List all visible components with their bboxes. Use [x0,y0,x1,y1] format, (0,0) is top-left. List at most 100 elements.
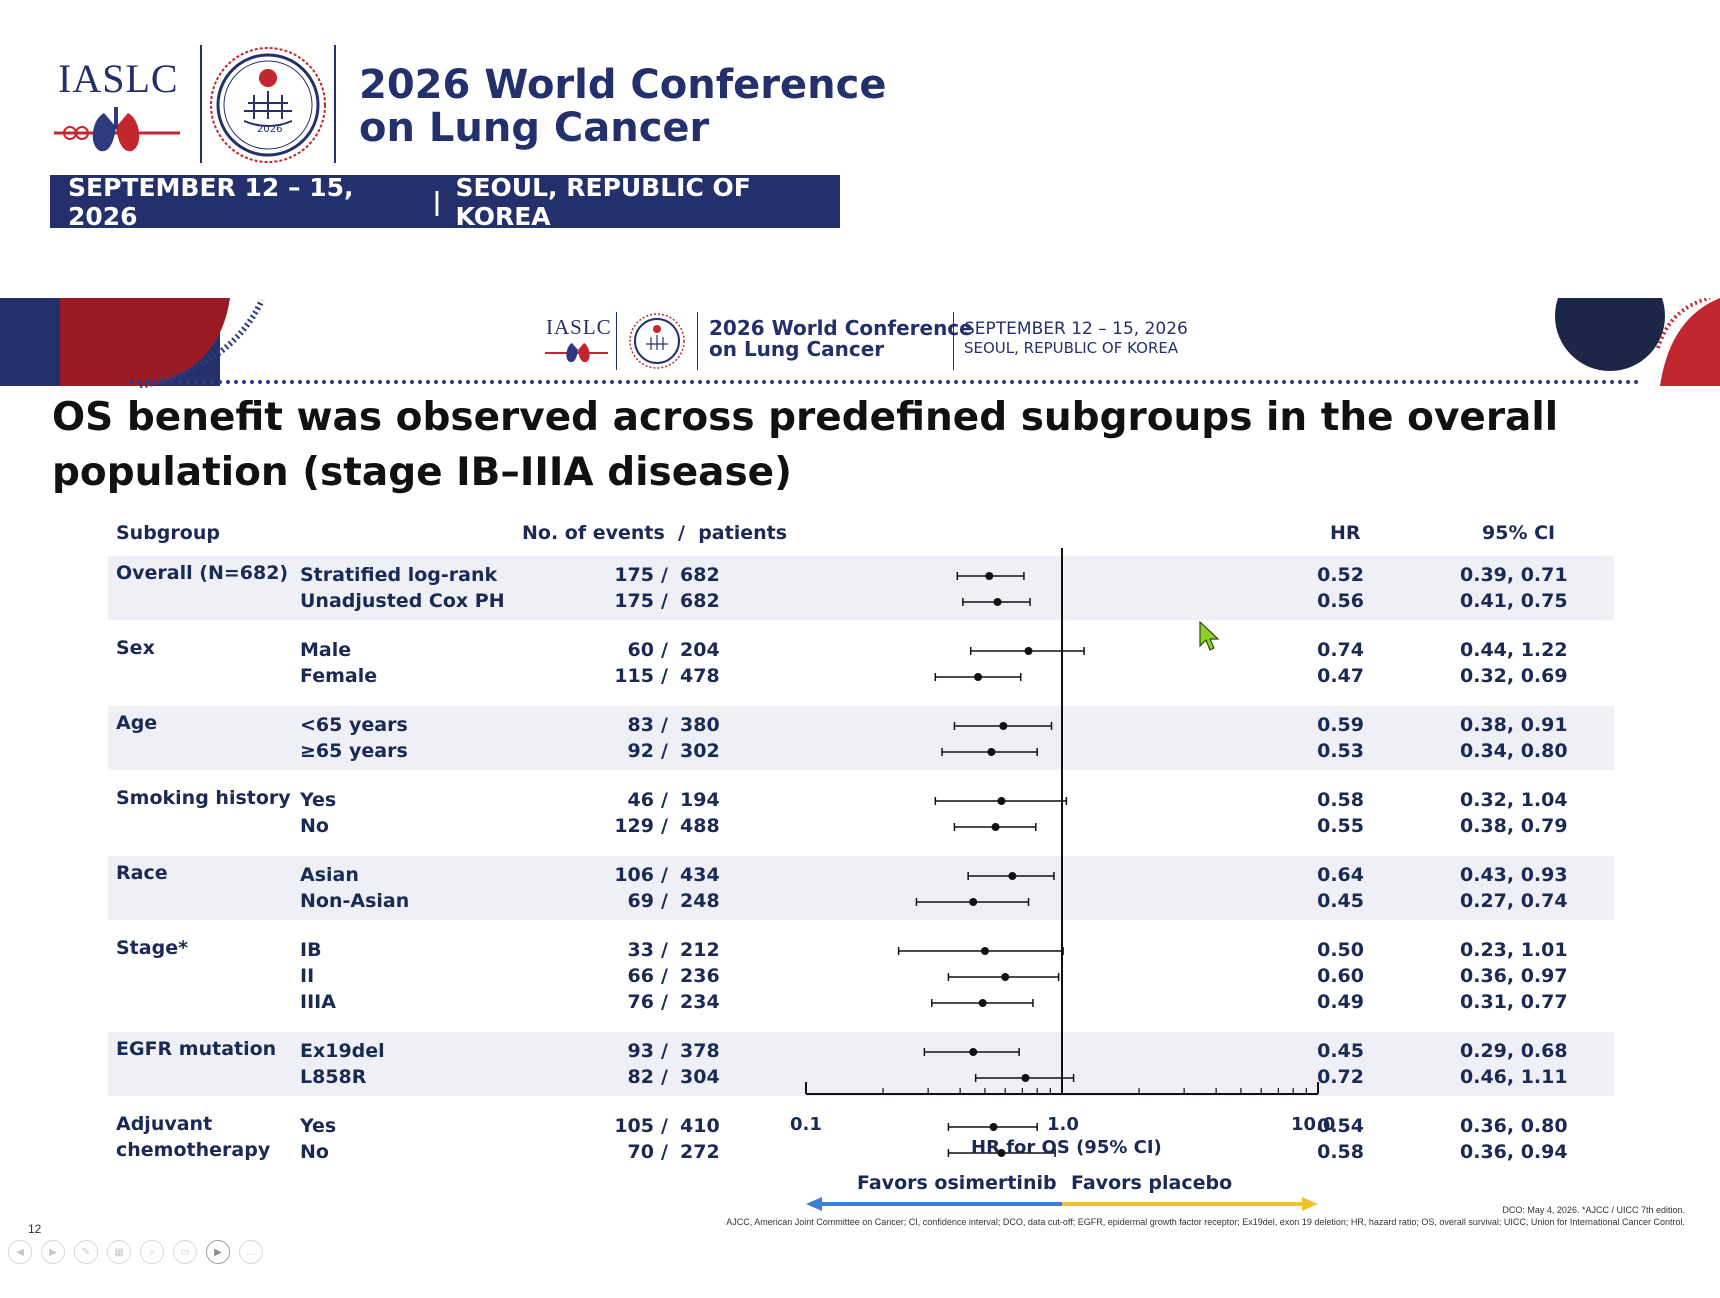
favors-right-label: Favors placebo [1071,1172,1233,1194]
row-slash: / [661,665,668,687]
slide-iaslc-logo-text: IASLC [546,315,612,339]
row-hr-value: 0.45 [1317,1040,1364,1062]
slides-grid-icon[interactable]: ▦ [107,1240,131,1264]
row-slash: / [661,590,668,612]
row-slash: / [661,965,668,987]
conference-banner: IASLC 2026 2026 World Conference on Lung… [0,0,1720,270]
slide-date-location: SEPTEMBER 12 – 15, 2026 SEOUL, REPUBLIC … [964,319,1188,357]
row-patients: 212 [680,939,720,961]
hr-point-marker [1008,872,1017,880]
slide-title-line2: population (stage IB–IIIA disease) [52,450,792,495]
separator: | [432,187,442,216]
conference-title-line2: on Lung Cancer [359,104,710,151]
favors-right-arrowhead [1302,1197,1318,1211]
subtitles-icon[interactable]: ▭ [173,1240,197,1264]
pen-icon[interactable]: ✎ [74,1240,98,1264]
row-ci-value: 0.39, 0.71 [1460,564,1568,586]
row-slash: / [661,639,668,661]
row-patients: 488 [680,815,720,837]
hr-point-marker [993,598,1002,606]
conference-location: SEOUL, REPUBLIC OF KOREA [455,172,751,231]
row-hr-value: 0.56 [1317,590,1364,612]
row-ci-value: 0.23, 1.01 [1460,939,1568,961]
row-events: 129 [614,815,654,837]
more-options-icon[interactable]: … [239,1240,263,1264]
dotted-divider [130,380,1640,384]
row-hr-value: 0.59 [1317,714,1364,736]
date-location-bar: SEPTEMBER 12 – 15, 2026 | SEOUL, REPUBLI… [50,172,840,231]
row-slash: / [661,1066,668,1088]
iaslc-logo-text: IASLC [58,56,179,101]
slide-conference-emblem-icon [629,313,685,369]
conference-title: 2026 World Conference on Lung Cancer [359,64,886,150]
row-events: 115 [614,665,654,687]
emblem-year: 2026 [257,124,283,135]
subgroup-band [108,706,1614,770]
row-category-label: No [300,815,329,837]
hr-point-marker [987,748,996,756]
hr-point-marker [969,898,978,906]
header-events-patients: No. of events / patients [522,522,788,544]
row-slash: / [661,939,668,961]
divider [334,45,336,163]
row-category-label: <65 years [300,714,408,736]
hr-point-marker [985,572,994,580]
row-category-label: Yes [300,1115,337,1137]
camera-icon[interactable]: ▶ [206,1240,230,1264]
previous-slide-icon[interactable]: ◀ [8,1240,32,1264]
presenter-toolbar: ◀ ▶ ✎ ▦ ⌕ ▭ ▶ … [8,1240,263,1264]
slide: IASLC 2026 World Conference on Lung Canc… [0,298,1720,1284]
favors-left-label: Favors osimertinib [857,1172,1057,1194]
row-ci-value: 0.34, 0.80 [1460,740,1568,762]
row-category-label: L858R [300,1066,367,1088]
row-patients: 248 [680,890,720,912]
slide-conference-title-line2: on Lung Cancer [709,337,885,361]
forest-plot [805,548,1319,1211]
row-patients: 194 [680,789,720,811]
row-events: 175 [614,590,654,612]
row-patients: 478 [680,665,720,687]
header-hr: HR [1330,522,1361,544]
row-slash: / [661,789,668,811]
row-hr-value: 0.64 [1317,864,1364,886]
subgroup-label: Age [116,712,158,734]
row-category-label: IIIA [300,991,336,1013]
row-category-label: II [300,965,315,987]
row-slash: / [661,991,668,1013]
row-patients: 410 [680,1115,720,1137]
row-category-label: No [300,1141,329,1163]
slide-conference-dates: SEPTEMBER 12 – 15, 2026 [964,319,1188,339]
subgroup-band [108,556,1614,620]
row-ci-value: 0.32, 0.69 [1460,665,1568,687]
row-ci-value: 0.36, 0.94 [1460,1141,1568,1163]
row-hr-value: 0.74 [1317,639,1364,661]
page-number: 12 [28,1222,42,1236]
slide-conference-title: 2026 World Conference on Lung Cancer [709,318,973,360]
slide-conference-title-line1: 2026 World Conference [709,316,973,340]
zoom-icon[interactable]: ⌕ [140,1240,164,1264]
lung-logo-icon [54,107,180,152]
row-patients: 378 [680,1040,720,1062]
row-hr-value: 0.55 [1317,815,1364,837]
row-events: 82 [627,1066,654,1088]
row-hr-value: 0.45 [1317,890,1364,912]
row-ci-value: 0.38, 0.79 [1460,815,1568,837]
divider [200,45,202,163]
hr-point-marker [1024,647,1033,655]
row-category-label: Unadjusted Cox PH [300,590,505,612]
hr-point-marker [997,797,1006,805]
x-tick-label-0.1: 0.1 [790,1114,822,1135]
row-hr-value: 0.58 [1317,789,1364,811]
row-slash: / [661,864,668,886]
subgroup-label: EGFR mutation [116,1038,277,1060]
row-hr-value: 0.54 [1317,1115,1364,1137]
forest-table: Overall (N=682) Stratified log-rank 175 / 68… [0,298,1720,1298]
hr-point-marker [997,1149,1006,1157]
row-events: 70 [627,1141,654,1163]
row-events: 69 [627,890,654,912]
mouse-cursor-icon [1199,620,1220,651]
row-ci-value: 0.27, 0.74 [1460,890,1568,912]
slide-lung-logo-icon [545,343,608,363]
corner-decoration-right [1555,298,1720,386]
next-slide-icon[interactable]: ▶ [41,1240,65,1264]
